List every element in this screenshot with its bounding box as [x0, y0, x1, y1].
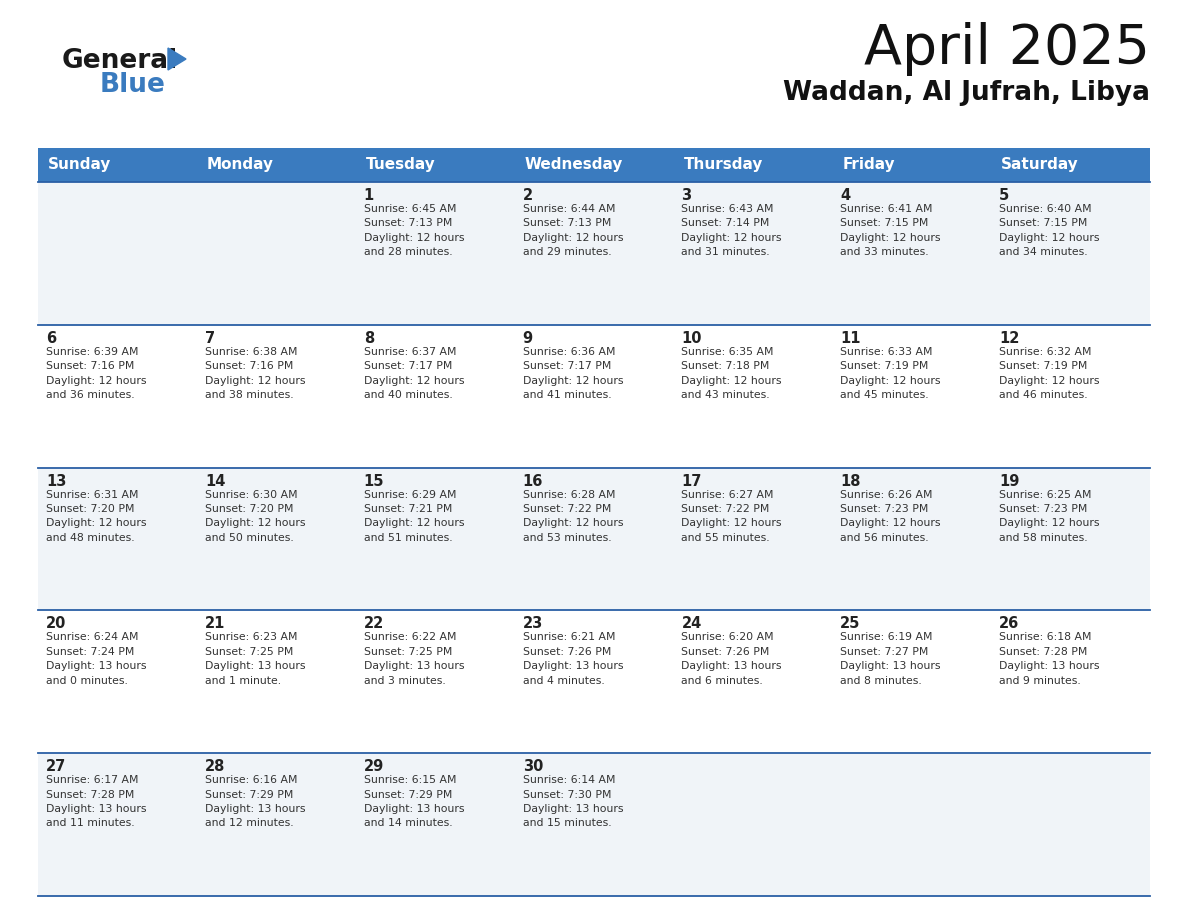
Text: Sunrise: 6:19 AM
Sunset: 7:27 PM
Daylight: 13 hours
and 8 minutes.: Sunrise: 6:19 AM Sunset: 7:27 PM Dayligh…: [840, 633, 941, 686]
Text: Thursday: Thursday: [683, 158, 763, 173]
Text: 20: 20: [46, 616, 67, 632]
Text: 13: 13: [46, 474, 67, 488]
Text: 23: 23: [523, 616, 543, 632]
Text: Sunrise: 6:26 AM
Sunset: 7:23 PM
Daylight: 12 hours
and 56 minutes.: Sunrise: 6:26 AM Sunset: 7:23 PM Dayligh…: [840, 489, 941, 543]
Text: Friday: Friday: [842, 158, 895, 173]
Text: Sunday: Sunday: [48, 158, 112, 173]
Text: 3: 3: [682, 188, 691, 203]
Text: 26: 26: [999, 616, 1019, 632]
Text: Sunrise: 6:35 AM
Sunset: 7:18 PM
Daylight: 12 hours
and 43 minutes.: Sunrise: 6:35 AM Sunset: 7:18 PM Dayligh…: [682, 347, 782, 400]
Text: 18: 18: [840, 474, 861, 488]
Text: 7: 7: [204, 330, 215, 346]
Text: Sunrise: 6:43 AM
Sunset: 7:14 PM
Daylight: 12 hours
and 31 minutes.: Sunrise: 6:43 AM Sunset: 7:14 PM Dayligh…: [682, 204, 782, 257]
Text: Sunrise: 6:16 AM
Sunset: 7:29 PM
Daylight: 13 hours
and 12 minutes.: Sunrise: 6:16 AM Sunset: 7:29 PM Dayligh…: [204, 775, 305, 828]
Text: 24: 24: [682, 616, 702, 632]
Text: 30: 30: [523, 759, 543, 774]
Text: Tuesday: Tuesday: [366, 158, 436, 173]
Text: 28: 28: [204, 759, 226, 774]
Text: Sunrise: 6:39 AM
Sunset: 7:16 PM
Daylight: 12 hours
and 36 minutes.: Sunrise: 6:39 AM Sunset: 7:16 PM Dayligh…: [46, 347, 146, 400]
Text: 4: 4: [840, 188, 851, 203]
Bar: [38, 325, 1150, 467]
Text: Sunrise: 6:21 AM
Sunset: 7:26 PM
Daylight: 13 hours
and 4 minutes.: Sunrise: 6:21 AM Sunset: 7:26 PM Dayligh…: [523, 633, 623, 686]
Text: Monday: Monday: [207, 158, 274, 173]
Text: Sunrise: 6:45 AM
Sunset: 7:13 PM
Daylight: 12 hours
and 28 minutes.: Sunrise: 6:45 AM Sunset: 7:13 PM Dayligh…: [364, 204, 465, 257]
Text: 17: 17: [682, 474, 702, 488]
Text: Saturday: Saturday: [1001, 158, 1079, 173]
Text: 2: 2: [523, 188, 532, 203]
Text: 1: 1: [364, 188, 374, 203]
Text: Sunrise: 6:17 AM
Sunset: 7:28 PM
Daylight: 13 hours
and 11 minutes.: Sunrise: 6:17 AM Sunset: 7:28 PM Dayligh…: [46, 775, 146, 828]
Bar: [38, 182, 1150, 325]
Text: 16: 16: [523, 474, 543, 488]
Bar: [38, 610, 1150, 753]
Text: 8: 8: [364, 330, 374, 346]
Text: 12: 12: [999, 330, 1019, 346]
Text: General: General: [62, 48, 178, 74]
Text: Waddan, Al Jufrah, Libya: Waddan, Al Jufrah, Libya: [783, 80, 1150, 106]
Text: 21: 21: [204, 616, 226, 632]
Text: Sunrise: 6:31 AM
Sunset: 7:20 PM
Daylight: 12 hours
and 48 minutes.: Sunrise: 6:31 AM Sunset: 7:20 PM Dayligh…: [46, 489, 146, 543]
Text: Sunrise: 6:18 AM
Sunset: 7:28 PM
Daylight: 13 hours
and 9 minutes.: Sunrise: 6:18 AM Sunset: 7:28 PM Dayligh…: [999, 633, 1100, 686]
Text: Sunrise: 6:33 AM
Sunset: 7:19 PM
Daylight: 12 hours
and 45 minutes.: Sunrise: 6:33 AM Sunset: 7:19 PM Dayligh…: [840, 347, 941, 400]
Text: Sunrise: 6:22 AM
Sunset: 7:25 PM
Daylight: 13 hours
and 3 minutes.: Sunrise: 6:22 AM Sunset: 7:25 PM Dayligh…: [364, 633, 465, 686]
Text: Wednesday: Wednesday: [525, 158, 623, 173]
Text: 25: 25: [840, 616, 860, 632]
Text: 15: 15: [364, 474, 384, 488]
Text: Blue: Blue: [100, 72, 166, 98]
Text: April 2025: April 2025: [864, 22, 1150, 76]
Text: 9: 9: [523, 330, 532, 346]
Text: 14: 14: [204, 474, 226, 488]
Bar: [38, 753, 1150, 896]
Text: Sunrise: 6:23 AM
Sunset: 7:25 PM
Daylight: 13 hours
and 1 minute.: Sunrise: 6:23 AM Sunset: 7:25 PM Dayligh…: [204, 633, 305, 686]
Text: 5: 5: [999, 188, 1010, 203]
Text: Sunrise: 6:28 AM
Sunset: 7:22 PM
Daylight: 12 hours
and 53 minutes.: Sunrise: 6:28 AM Sunset: 7:22 PM Dayligh…: [523, 489, 623, 543]
Text: Sunrise: 6:38 AM
Sunset: 7:16 PM
Daylight: 12 hours
and 38 minutes.: Sunrise: 6:38 AM Sunset: 7:16 PM Dayligh…: [204, 347, 305, 400]
Text: Sunrise: 6:41 AM
Sunset: 7:15 PM
Daylight: 12 hours
and 33 minutes.: Sunrise: 6:41 AM Sunset: 7:15 PM Dayligh…: [840, 204, 941, 257]
Text: 6: 6: [46, 330, 56, 346]
Polygon shape: [168, 48, 187, 70]
Text: Sunrise: 6:40 AM
Sunset: 7:15 PM
Daylight: 12 hours
and 34 minutes.: Sunrise: 6:40 AM Sunset: 7:15 PM Dayligh…: [999, 204, 1100, 257]
Text: 11: 11: [840, 330, 861, 346]
Text: 19: 19: [999, 474, 1019, 488]
Bar: [38, 467, 1150, 610]
Text: Sunrise: 6:32 AM
Sunset: 7:19 PM
Daylight: 12 hours
and 46 minutes.: Sunrise: 6:32 AM Sunset: 7:19 PM Dayligh…: [999, 347, 1100, 400]
Text: Sunrise: 6:24 AM
Sunset: 7:24 PM
Daylight: 13 hours
and 0 minutes.: Sunrise: 6:24 AM Sunset: 7:24 PM Dayligh…: [46, 633, 146, 686]
Text: 29: 29: [364, 759, 384, 774]
Bar: [38, 148, 1150, 182]
Text: 27: 27: [46, 759, 67, 774]
Text: 10: 10: [682, 330, 702, 346]
Text: Sunrise: 6:29 AM
Sunset: 7:21 PM
Daylight: 12 hours
and 51 minutes.: Sunrise: 6:29 AM Sunset: 7:21 PM Dayligh…: [364, 489, 465, 543]
Text: Sunrise: 6:37 AM
Sunset: 7:17 PM
Daylight: 12 hours
and 40 minutes.: Sunrise: 6:37 AM Sunset: 7:17 PM Dayligh…: [364, 347, 465, 400]
Text: Sunrise: 6:15 AM
Sunset: 7:29 PM
Daylight: 13 hours
and 14 minutes.: Sunrise: 6:15 AM Sunset: 7:29 PM Dayligh…: [364, 775, 465, 828]
Text: Sunrise: 6:30 AM
Sunset: 7:20 PM
Daylight: 12 hours
and 50 minutes.: Sunrise: 6:30 AM Sunset: 7:20 PM Dayligh…: [204, 489, 305, 543]
Text: Sunrise: 6:20 AM
Sunset: 7:26 PM
Daylight: 13 hours
and 6 minutes.: Sunrise: 6:20 AM Sunset: 7:26 PM Dayligh…: [682, 633, 782, 686]
Text: Sunrise: 6:14 AM
Sunset: 7:30 PM
Daylight: 13 hours
and 15 minutes.: Sunrise: 6:14 AM Sunset: 7:30 PM Dayligh…: [523, 775, 623, 828]
Text: Sunrise: 6:27 AM
Sunset: 7:22 PM
Daylight: 12 hours
and 55 minutes.: Sunrise: 6:27 AM Sunset: 7:22 PM Dayligh…: [682, 489, 782, 543]
Text: Sunrise: 6:36 AM
Sunset: 7:17 PM
Daylight: 12 hours
and 41 minutes.: Sunrise: 6:36 AM Sunset: 7:17 PM Dayligh…: [523, 347, 623, 400]
Text: Sunrise: 6:25 AM
Sunset: 7:23 PM
Daylight: 12 hours
and 58 minutes.: Sunrise: 6:25 AM Sunset: 7:23 PM Dayligh…: [999, 489, 1100, 543]
Text: Sunrise: 6:44 AM
Sunset: 7:13 PM
Daylight: 12 hours
and 29 minutes.: Sunrise: 6:44 AM Sunset: 7:13 PM Dayligh…: [523, 204, 623, 257]
Text: 22: 22: [364, 616, 384, 632]
